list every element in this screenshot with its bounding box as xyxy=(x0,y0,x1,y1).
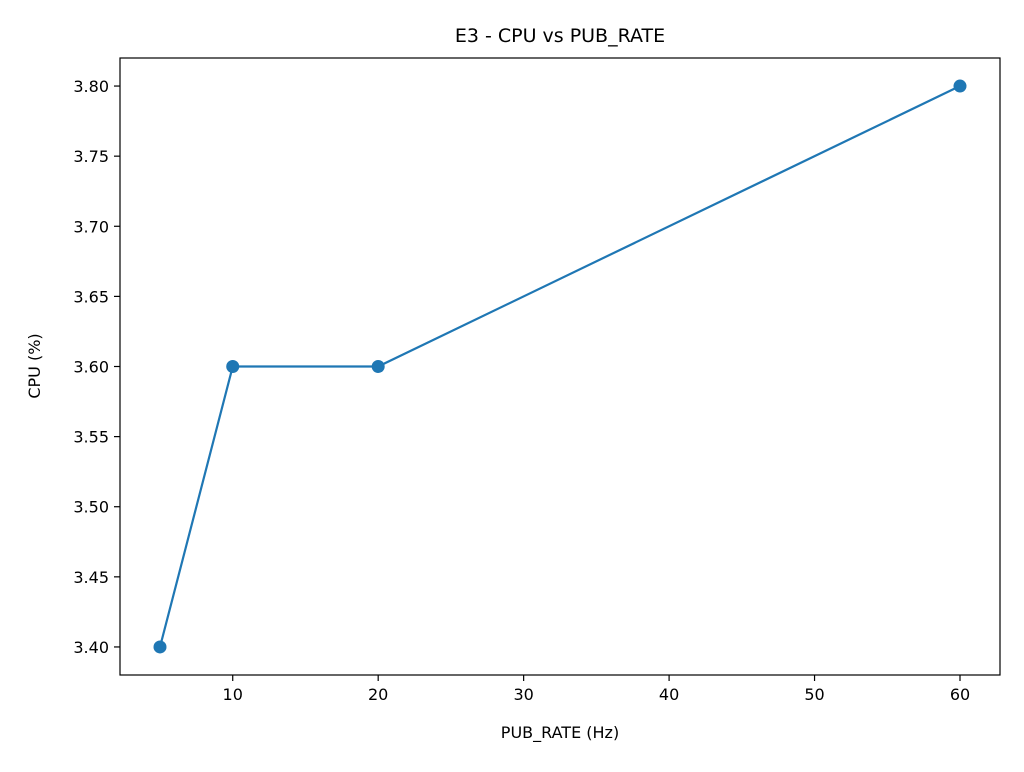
y-tick-label: 3.75 xyxy=(73,147,109,166)
y-tick-label: 3.80 xyxy=(73,77,109,96)
y-axis-ticks: 3.40 3.45 3.50 3.55 3.60 3.65 3.70 3.75 3.80 xyxy=(73,77,120,657)
x-tick-label: 50 xyxy=(804,685,824,704)
y-tick-label: 3.55 xyxy=(73,428,109,447)
x-tick-label: 30 xyxy=(513,685,533,704)
x-tick-label: 60 xyxy=(950,685,970,704)
y-tick-label: 3.65 xyxy=(73,287,109,306)
data-point xyxy=(953,79,967,93)
x-axis-label: PUB_RATE (Hz) xyxy=(501,723,619,743)
y-axis-label: CPU (%) xyxy=(25,333,44,398)
data-point xyxy=(153,640,167,654)
data-point xyxy=(371,360,385,373)
y-tick-label: 3.70 xyxy=(73,217,109,236)
x-tick-label: 40 xyxy=(659,685,679,704)
y-tick-label: 3.60 xyxy=(73,358,109,377)
y-tick-label: 3.45 xyxy=(73,568,109,587)
plot-area-frame xyxy=(119,57,1001,676)
x-tick-label: 10 xyxy=(223,685,243,704)
x-tick-label: 20 xyxy=(368,685,388,704)
y-tick-label: 3.50 xyxy=(73,498,109,517)
chart-title: E3 - CPU vs PUB_RATE xyxy=(455,25,665,47)
y-tick-label: 3.40 xyxy=(73,638,109,657)
x-axis-ticks: 10 20 30 40 50 60 xyxy=(223,675,970,704)
data-point xyxy=(226,360,240,373)
series-line xyxy=(158,85,961,648)
series-layer xyxy=(153,79,967,654)
